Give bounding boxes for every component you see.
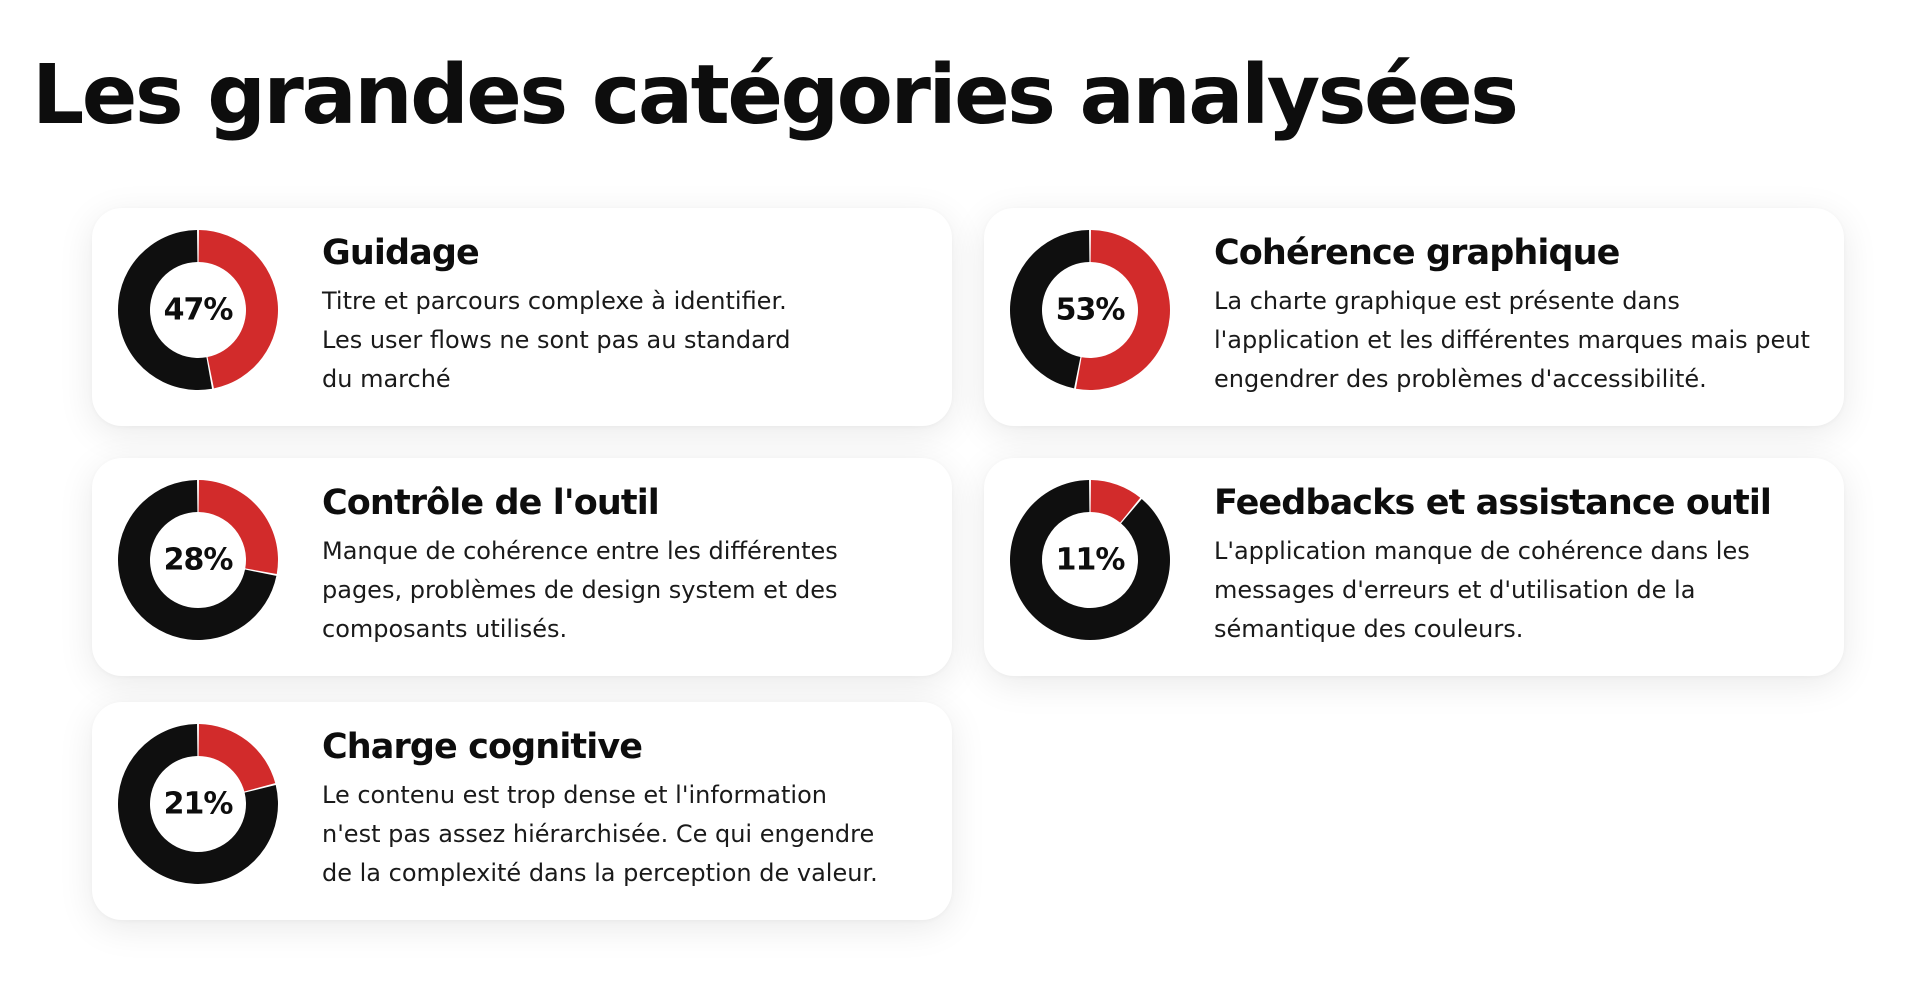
card-title-feedbacks-assistance: Feedbacks et assistance outil — [1214, 483, 1772, 523]
donut-chart-feedbacks-assistance: 11% — [1009, 479, 1171, 641]
donut-value-label: 21% — [164, 787, 234, 822]
donut-segment-highlight — [1090, 480, 1141, 523]
description-line: pages, problèmes de design system et des — [322, 576, 838, 604]
donut-segment-remainder — [118, 724, 278, 884]
card-description-guidage: Titre et parcours complexe à identifier.… — [322, 282, 948, 399]
donut-segment-remainder — [117, 230, 213, 390]
donut-chart-charge-cognitive: 21% — [117, 723, 279, 885]
description-line: Manque de cohérence entre les différente… — [322, 537, 838, 565]
description-line: Les user flows ne sont pas au standard — [322, 326, 791, 354]
card-description-coherence-graphique: La charte graphique est présente dans l'… — [1214, 282, 1840, 399]
donut-value-label: 11% — [1056, 543, 1126, 578]
donut-value-label: 47% — [164, 293, 234, 328]
donut-segment-highlight — [198, 230, 278, 389]
description-line: L'application manque de cohérence dans l… — [1214, 537, 1750, 565]
category-card-coherence-graphique: 53% Cohérence graphique La charte graphi… — [984, 208, 1844, 426]
description-line: de la complexité dans la perception de v… — [322, 859, 878, 887]
description-line: messages d'erreurs et d'utilisation de l… — [1214, 576, 1696, 604]
donut-segment-remainder — [118, 480, 277, 640]
card-title-charge-cognitive: Charge cognitive — [322, 727, 643, 767]
category-card-guidage: 47% Guidage Titre et parcours complexe à… — [92, 208, 952, 426]
donut-segment-remainder — [1010, 230, 1090, 389]
page-title: Les grandes catégories analysées — [32, 48, 1519, 143]
category-card-feedbacks-assistance: 11% Feedbacks et assistance outil L'appl… — [984, 458, 1844, 676]
card-description-feedbacks-assistance: L'application manque de cohérence dans l… — [1214, 532, 1840, 649]
description-line: Le contenu est trop dense et l'informati… — [322, 781, 827, 809]
description-line: engendrer des problèmes d'accessibilité. — [1214, 365, 1707, 393]
card-title-guidage: Guidage — [322, 233, 480, 273]
description-line: sémantique des couleurs. — [1214, 615, 1524, 643]
donut-segment-highlight — [198, 724, 276, 792]
description-line: du marché — [322, 365, 451, 393]
donut-value-label: 28% — [164, 543, 234, 578]
description-line: La charte graphique est présente dans — [1214, 287, 1680, 315]
donut-segment-highlight — [1075, 230, 1170, 390]
card-description-controle-outil: Manque de cohérence entre les différente… — [322, 532, 948, 649]
donut-segment-highlight — [198, 480, 278, 575]
card-description-charge-cognitive: Le contenu est trop dense et l'informati… — [322, 776, 948, 893]
description-line: l'application et les différentes marques… — [1214, 326, 1810, 354]
description-line: composants utilisés. — [322, 615, 568, 643]
donut-segment-remainder — [1010, 480, 1170, 640]
donut-chart-guidage: 47% — [117, 229, 279, 391]
category-card-charge-cognitive: 21% Charge cognitive Le contenu est trop… — [92, 702, 952, 920]
donut-chart-controle-outil: 28% — [117, 479, 279, 641]
card-title-coherence-graphique: Cohérence graphique — [1214, 233, 1620, 273]
description-line: n'est pas assez hiérarchisée. Ce qui eng… — [322, 820, 875, 848]
donut-chart-coherence-graphique: 53% — [1009, 229, 1171, 391]
description-line: Titre et parcours complexe à identifier. — [322, 287, 787, 315]
category-card-controle-outil: 28% Contrôle de l'outil Manque de cohére… — [92, 458, 952, 676]
donut-value-label: 53% — [1056, 293, 1126, 328]
card-title-controle-outil: Contrôle de l'outil — [322, 483, 660, 523]
